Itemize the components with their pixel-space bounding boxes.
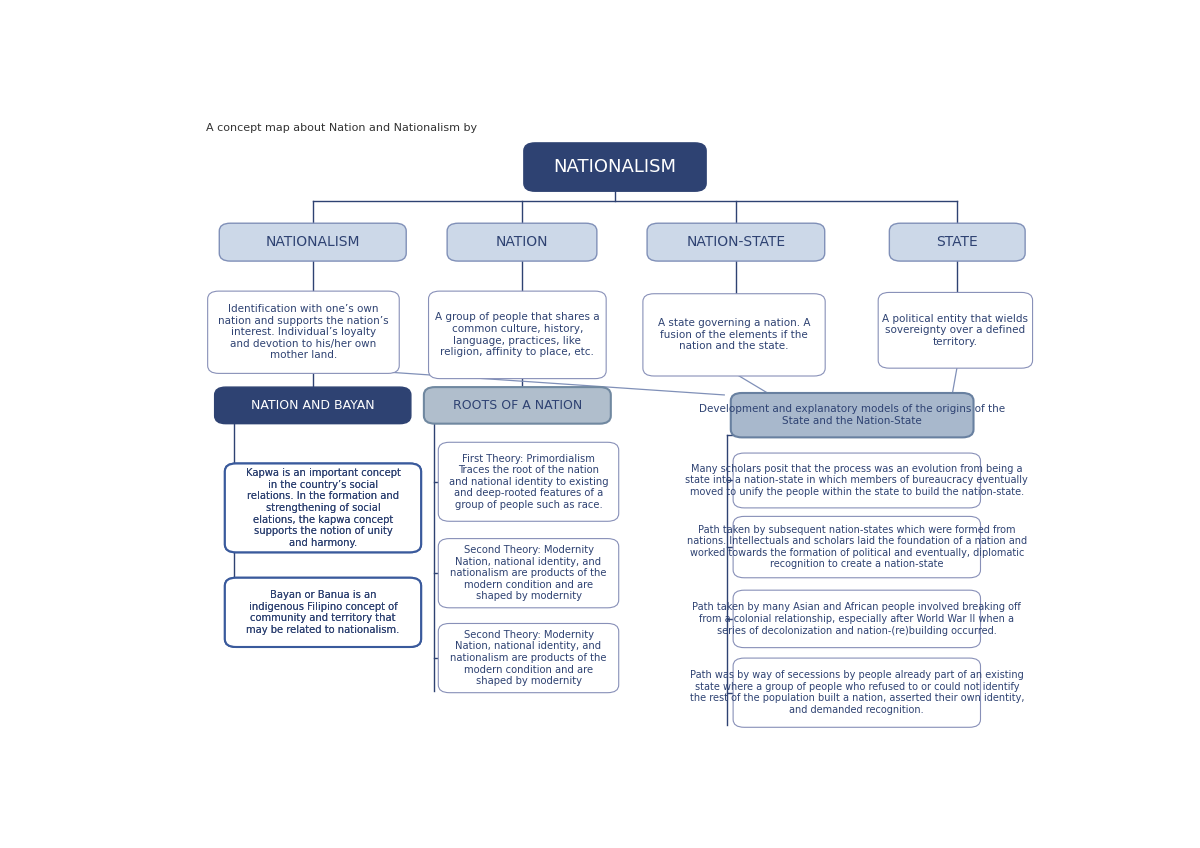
Text: A state governing a nation. A
fusion of the elements if the
nation and the state: A state governing a nation. A fusion of …	[658, 318, 810, 351]
FancyBboxPatch shape	[438, 443, 619, 522]
FancyBboxPatch shape	[647, 223, 824, 261]
FancyBboxPatch shape	[224, 464, 421, 552]
FancyBboxPatch shape	[643, 293, 826, 376]
FancyBboxPatch shape	[224, 464, 421, 552]
Text: Path taken by many Asian and African people involved breaking off
from a colonia: Path taken by many Asian and African peo…	[692, 602, 1021, 635]
Text: NATIONALISM: NATIONALISM	[265, 235, 360, 249]
FancyBboxPatch shape	[731, 393, 973, 438]
FancyBboxPatch shape	[208, 291, 400, 373]
FancyBboxPatch shape	[733, 590, 980, 648]
Text: Path taken by subsequent nation-states which were formed from
nations. Intellect: Path taken by subsequent nation-states w…	[686, 525, 1027, 570]
FancyBboxPatch shape	[438, 538, 619, 608]
Text: ROOTS OF A NATION: ROOTS OF A NATION	[452, 399, 582, 412]
Text: NATIONALISM: NATIONALISM	[553, 158, 677, 176]
FancyBboxPatch shape	[215, 387, 410, 424]
Text: Kapwa is an important concept
in the country’s social
relations. In the formatio: Kapwa is an important concept in the cou…	[246, 468, 401, 548]
FancyBboxPatch shape	[224, 577, 421, 647]
FancyBboxPatch shape	[733, 516, 980, 577]
Text: Identification with one’s own
nation and supports the nation’s
interest. Individ: Identification with one’s own nation and…	[218, 304, 389, 360]
Text: Many scholars posit that the process was an evolution from being a
state into a : Many scholars posit that the process was…	[685, 464, 1028, 497]
Text: Second Theory: Modernity
Nation, national identity, and
nationalism are products: Second Theory: Modernity Nation, nationa…	[450, 545, 607, 601]
FancyBboxPatch shape	[438, 623, 619, 693]
FancyBboxPatch shape	[428, 291, 606, 378]
FancyBboxPatch shape	[448, 223, 596, 261]
Text: NATION-STATE: NATION-STATE	[686, 235, 786, 249]
FancyBboxPatch shape	[733, 453, 980, 508]
Text: Development and explanatory models of the origins of the
State and the Nation-St: Development and explanatory models of th…	[700, 404, 1006, 426]
FancyBboxPatch shape	[224, 577, 421, 647]
Text: Bayan or Banua is an
indigenous Filipino concept of
community and territory that: Bayan or Banua is an indigenous Filipino…	[246, 590, 400, 635]
Text: A group of people that shares a
common culture, history,
language, practices, li: A group of people that shares a common c…	[436, 312, 600, 357]
FancyBboxPatch shape	[878, 293, 1032, 368]
FancyBboxPatch shape	[524, 143, 706, 191]
Text: STATE: STATE	[936, 235, 978, 249]
Text: A concept map about Nation and Nationalism by: A concept map about Nation and Nationali…	[206, 123, 476, 132]
Text: Bayan or Banua is an
indigenous Filipino concept of
community and territory that: Bayan or Banua is an indigenous Filipino…	[246, 590, 400, 635]
Text: Path was by way of secessions by people already part of an existing
state where : Path was by way of secessions by people …	[690, 670, 1024, 715]
FancyBboxPatch shape	[733, 658, 980, 728]
FancyBboxPatch shape	[220, 223, 407, 261]
FancyBboxPatch shape	[424, 387, 611, 424]
Text: Kapwa is an important concept
in the country’s social
relations. In the formatio: Kapwa is an important concept in the cou…	[246, 468, 401, 548]
Text: Second Theory: Modernity
Nation, national identity, and
nationalism are products: Second Theory: Modernity Nation, nationa…	[450, 630, 607, 686]
Text: NATION AND BAYAN: NATION AND BAYAN	[251, 399, 374, 412]
Text: A political entity that wields
sovereignty over a defined
territory.: A political entity that wields sovereign…	[882, 314, 1028, 347]
FancyBboxPatch shape	[889, 223, 1025, 261]
Text: First Theory: Primordialism
Traces the root of the nation
and national identity : First Theory: Primordialism Traces the r…	[449, 454, 608, 510]
Text: NATION: NATION	[496, 235, 548, 249]
